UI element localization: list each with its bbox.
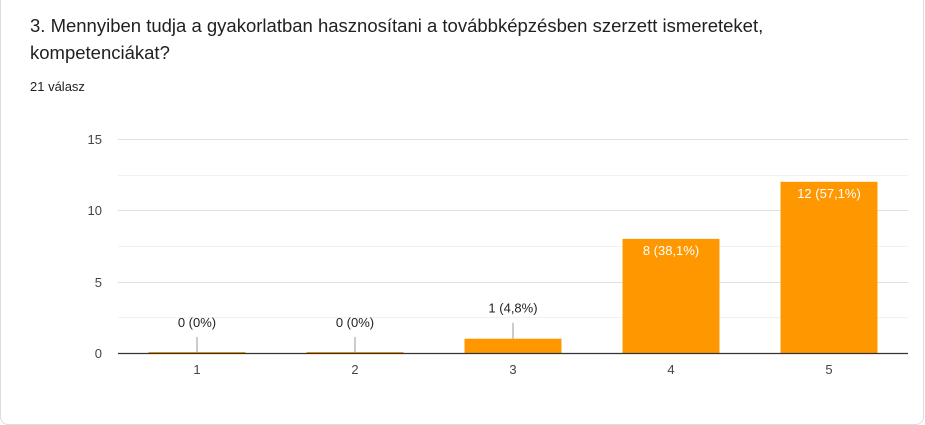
y-tick-label: 10: [88, 203, 102, 218]
x-tick-label: 2: [351, 362, 358, 377]
data-label: 12 (57,1%): [797, 186, 861, 201]
y-tick-label: 15: [88, 132, 102, 147]
y-tick-label: 5: [95, 275, 102, 290]
bar-3: [464, 338, 562, 353]
x-tick-label: 1: [193, 362, 200, 377]
bar-4: [622, 238, 720, 353]
data-label: 0 (0%): [336, 315, 374, 330]
y-tick-label: 0: [95, 346, 102, 361]
bar-5: [780, 181, 878, 353]
data-label: 0 (0%): [178, 315, 216, 330]
question-title: 3. Mennyiben tudja a gyakorlatban haszno…: [30, 15, 764, 63]
x-tick-label: 3: [509, 362, 516, 377]
data-label: 1 (4,8%): [488, 301, 537, 316]
response-count: 21 válasz: [30, 79, 85, 94]
data-label: 8 (38,1%): [643, 243, 699, 258]
x-tick-label: 4: [667, 362, 674, 377]
x-tick-label: 5: [825, 362, 832, 377]
